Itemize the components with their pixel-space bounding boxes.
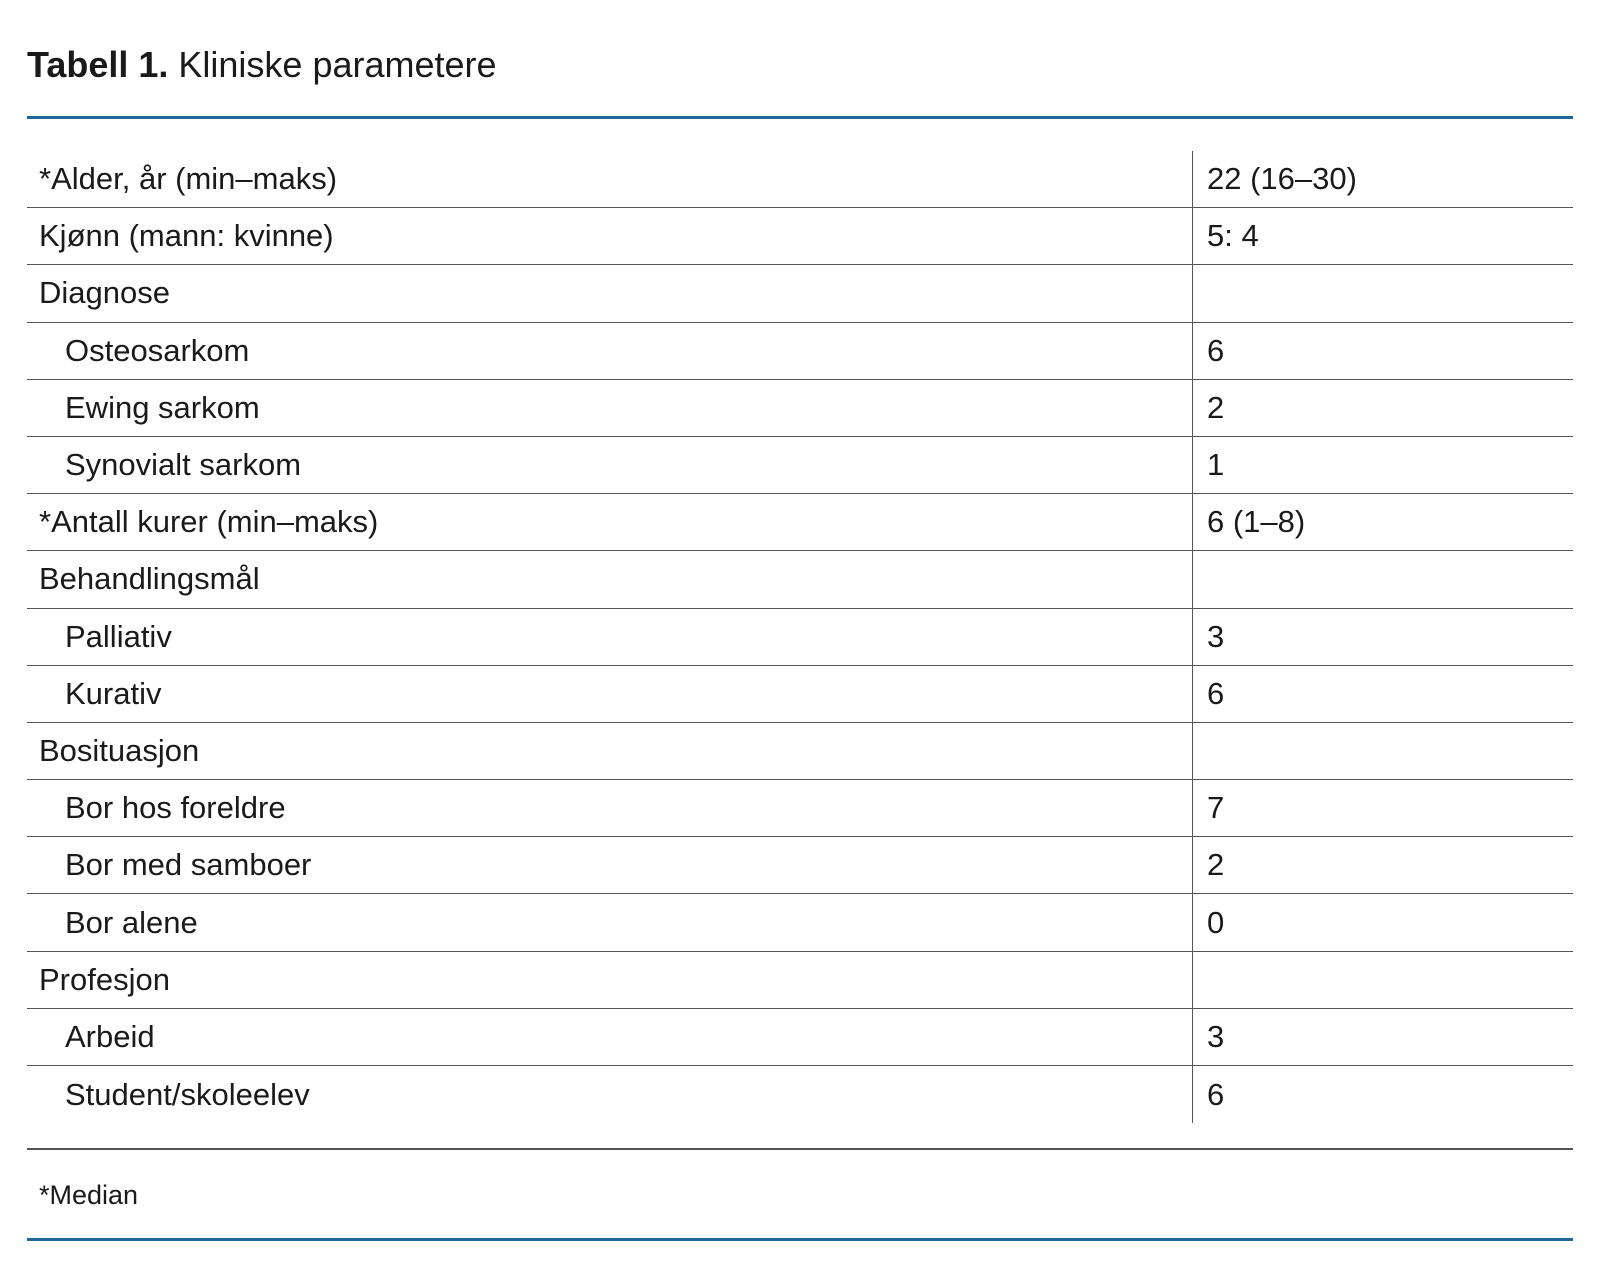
row-value: 3 [1192,1008,1573,1065]
row-value: 7 [1192,780,1573,837]
row-value [1192,722,1573,780]
row-label: Synovialt sarkom [65,447,302,483]
row-value: 6 [1192,1066,1573,1124]
row-value: 6 [1192,665,1573,722]
row-value: 0 [1192,894,1573,951]
row-label: Arbeid [65,1018,155,1054]
row-label: Profesjon [39,961,170,997]
row-label: *Antall kurer (min–maks) [39,504,379,540]
row-label: Ewing sarkom [65,389,260,425]
row-value: 2 [1192,837,1573,894]
title-text: Kliniske parametere [178,44,497,85]
row-value: 22 (16–30) [1192,151,1573,208]
row-value: 5: 4 [1192,208,1573,265]
table-row: Synovialt sarkom 1 [27,436,1573,495]
row-label: Kurativ [65,675,162,711]
table-row: Kjønn (mann: kvinne) 5: 4 [27,208,1573,266]
top-rule [27,116,1573,119]
row-label: *Alder, år (min–maks) [39,161,338,197]
bottom-rule [27,1238,1573,1241]
table-row: Profesjon [27,951,1573,1009]
row-label: Diagnose [39,275,170,311]
table-row: Bor alene 0 [27,894,1573,952]
table-row: Arbeid 3 [27,1008,1573,1066]
table-row: Bor med samboer 2 [27,837,1573,895]
table-row: Behandlingsmål [27,551,1573,609]
table-row: Kurativ 6 [27,665,1573,723]
row-label: Bor med samboer [65,847,312,883]
row-label: Osteosarkom [65,332,250,368]
row-value: 6 [1192,322,1573,379]
table-row: Osteosarkom 6 [27,322,1573,380]
row-label: Kjønn (mann: kvinne) [39,218,334,254]
row-value [1192,265,1573,322]
table-row: Palliativ 3 [27,608,1573,666]
table-number: Tabell 1. [27,44,169,85]
row-label: Student/skoleelev [65,1076,310,1112]
row-value [1192,551,1573,608]
table-title: Tabell 1. Kliniske parametere [27,44,497,86]
row-label: Behandlingsmål [39,561,260,597]
table-row: Student/skoleelev 6 [27,1066,1573,1124]
footer-rule [27,1148,1573,1150]
row-label: Bosituasjon [39,732,200,768]
row-label: Bor hos foreldre [65,790,286,826]
table-row: Ewing sarkom 2 [27,379,1573,437]
row-label: Palliativ [65,618,172,654]
table-row: *Alder, år (min–maks) 22 (16–30) [27,151,1573,209]
table-row: Bosituasjon [27,722,1573,781]
row-value [1192,951,1573,1008]
row-value: 6 (1–8) [1192,494,1573,551]
table-row: *Antall kurer (min–maks) 6 (1–8) [27,494,1573,552]
footnote: *Median [39,1180,139,1210]
row-value: 2 [1192,379,1573,436]
table-row: Diagnose [27,265,1573,323]
table: *Alder, år (min–maks) 22 (16–30) Kjønn (ma… [27,151,1573,1124]
row-value: 1 [1192,436,1573,494]
row-value: 3 [1192,608,1573,665]
row-label: Bor alene [65,904,198,940]
table-row: Bor hos foreldre 7 [27,780,1573,838]
